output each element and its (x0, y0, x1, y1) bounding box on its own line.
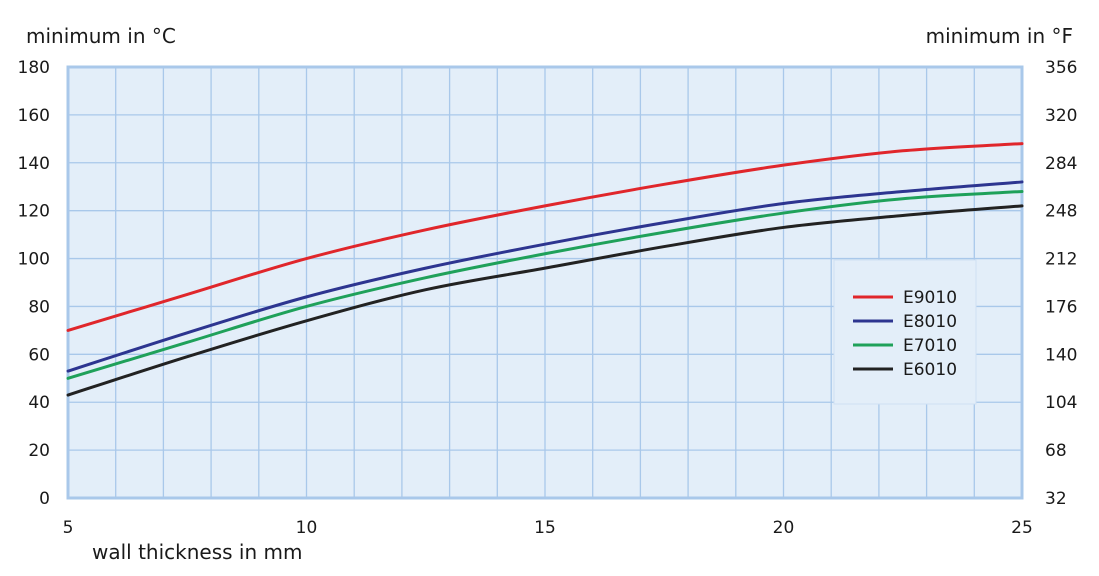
x-tick-label: 10 (296, 518, 318, 538)
x-tick-label: 25 (1011, 518, 1033, 538)
x-tick-label: 20 (773, 518, 795, 538)
y-tick-label-left: 20 (28, 441, 50, 461)
series-layer (66, 142, 1024, 397)
series-line-e6010 (66, 204, 1024, 397)
series-line-e9010 (66, 142, 1024, 332)
y-axis-title-left: minimum in °C (26, 24, 176, 48)
legend-label-e6010: E6010 (903, 360, 957, 380)
x-tick-label: 15 (534, 518, 556, 538)
y-tick-label-right: 140 (1045, 345, 1077, 365)
y-tick-label-right: 104 (1045, 393, 1077, 413)
y-tick-label-right: 68 (1045, 441, 1067, 461)
y-tick-label-right: 284 (1045, 154, 1077, 174)
x-tick-label: 5 (63, 518, 74, 538)
legend-label-e8010: E8010 (903, 312, 957, 332)
legend-label-e9010: E9010 (903, 288, 957, 308)
y-tick-label-left: 120 (18, 202, 50, 222)
y-tick-label-right: 176 (1045, 297, 1077, 317)
series-line-e7010 (66, 190, 1024, 380)
axis-labels: minimum in °C minimum in °F wall thickne… (18, 24, 1078, 564)
y-tick-label-left: 100 (18, 250, 50, 270)
x-axis-title: wall thickness in mm (92, 540, 302, 564)
y-axis-title-right: minimum in °F (926, 24, 1073, 48)
y-tick-label-right: 320 (1045, 106, 1077, 126)
y-tick-label-left: 0 (39, 489, 50, 509)
series-line-e8010 (66, 180, 1024, 373)
plot-frame (66, 65, 1024, 500)
legend-box (833, 259, 977, 405)
y-tick-label-left: 40 (28, 393, 50, 413)
y-tick-label-left: 180 (18, 58, 50, 78)
y-tick-label-right: 248 (1045, 202, 1077, 222)
legend: E9010 E8010 E7010 E6010 (833, 259, 977, 405)
y-tick-label-left: 140 (18, 154, 50, 174)
y-tick-label-right: 212 (1045, 250, 1077, 270)
y-tick-label-right: 32 (1045, 489, 1067, 509)
y-tick-label-left: 160 (18, 106, 50, 126)
y-tick-label-left: 60 (28, 345, 50, 365)
legend-label-e7010: E7010 (903, 336, 957, 356)
y-tick-label-left: 80 (28, 297, 50, 317)
y-tick-label-right: 356 (1045, 58, 1077, 78)
